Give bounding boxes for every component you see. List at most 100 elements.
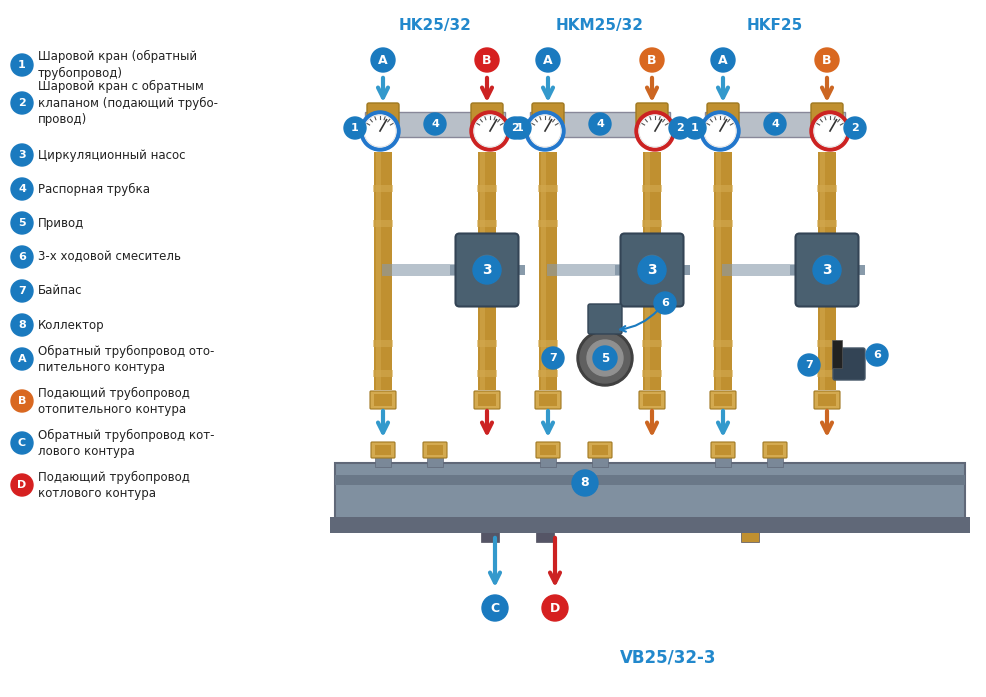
FancyBboxPatch shape	[816, 185, 836, 192]
Circle shape	[669, 117, 690, 139]
Text: Обратный трубопровод ото-
пительного контура: Обратный трубопровод ото- пительного кон…	[38, 344, 214, 374]
Text: Обратный трубопровод кот-
лового контура: Обратный трубопровод кот- лового контура	[38, 429, 214, 457]
FancyBboxPatch shape	[477, 152, 496, 390]
Text: D: D	[18, 480, 27, 490]
FancyBboxPatch shape	[614, 265, 624, 275]
FancyBboxPatch shape	[427, 445, 443, 455]
FancyBboxPatch shape	[588, 442, 611, 458]
Text: B: B	[482, 54, 491, 66]
Text: 4: 4	[431, 119, 439, 129]
Circle shape	[424, 113, 446, 135]
FancyBboxPatch shape	[706, 103, 739, 125]
Circle shape	[703, 115, 736, 147]
FancyBboxPatch shape	[539, 445, 555, 455]
Text: 4: 4	[18, 184, 26, 194]
Text: 3: 3	[482, 263, 491, 277]
FancyBboxPatch shape	[816, 340, 836, 347]
FancyBboxPatch shape	[740, 520, 758, 542]
Text: VB25/32-3: VB25/32-3	[619, 649, 716, 667]
Circle shape	[509, 117, 530, 139]
Ellipse shape	[813, 254, 838, 277]
Circle shape	[469, 111, 510, 151]
FancyBboxPatch shape	[375, 445, 390, 467]
FancyBboxPatch shape	[710, 442, 735, 458]
FancyBboxPatch shape	[334, 475, 964, 485]
FancyBboxPatch shape	[455, 233, 518, 307]
FancyBboxPatch shape	[477, 394, 496, 406]
Circle shape	[541, 595, 567, 621]
FancyBboxPatch shape	[470, 103, 503, 125]
FancyBboxPatch shape	[816, 220, 836, 227]
FancyBboxPatch shape	[539, 445, 555, 467]
FancyBboxPatch shape	[370, 391, 395, 409]
FancyBboxPatch shape	[375, 445, 390, 455]
Circle shape	[683, 117, 705, 139]
Text: 1: 1	[18, 60, 26, 70]
Circle shape	[525, 111, 564, 151]
Circle shape	[814, 48, 838, 72]
FancyBboxPatch shape	[641, 220, 662, 227]
Circle shape	[865, 344, 887, 366]
Text: 2: 2	[675, 123, 683, 133]
FancyBboxPatch shape	[704, 112, 844, 137]
FancyBboxPatch shape	[371, 442, 394, 458]
FancyBboxPatch shape	[642, 152, 661, 390]
FancyBboxPatch shape	[374, 394, 391, 406]
Text: 1: 1	[690, 123, 698, 133]
Circle shape	[577, 330, 632, 386]
Text: A: A	[718, 54, 727, 66]
Text: Распорная трубка: Распорная трубка	[38, 183, 150, 196]
FancyBboxPatch shape	[795, 233, 858, 307]
Circle shape	[638, 115, 670, 147]
FancyBboxPatch shape	[373, 220, 392, 227]
FancyBboxPatch shape	[334, 463, 964, 520]
FancyBboxPatch shape	[816, 370, 836, 377]
FancyBboxPatch shape	[813, 391, 839, 409]
FancyBboxPatch shape	[641, 185, 662, 192]
Text: Байпас: Байпас	[38, 284, 83, 298]
Text: 7: 7	[805, 360, 812, 370]
Text: 1: 1	[516, 123, 524, 133]
Circle shape	[593, 346, 616, 370]
Ellipse shape	[474, 254, 499, 277]
Text: 8: 8	[18, 320, 26, 330]
FancyBboxPatch shape	[714, 445, 731, 455]
FancyBboxPatch shape	[514, 265, 524, 275]
Circle shape	[344, 117, 366, 139]
Text: HKM25/32: HKM25/32	[555, 18, 643, 33]
FancyBboxPatch shape	[817, 152, 835, 390]
Circle shape	[637, 256, 666, 284]
FancyBboxPatch shape	[367, 103, 398, 125]
FancyBboxPatch shape	[546, 264, 653, 276]
FancyBboxPatch shape	[329, 517, 969, 533]
FancyBboxPatch shape	[476, 370, 497, 377]
FancyBboxPatch shape	[588, 304, 621, 334]
Text: 4: 4	[770, 119, 778, 129]
FancyBboxPatch shape	[709, 391, 736, 409]
FancyBboxPatch shape	[715, 152, 720, 390]
Text: 6: 6	[18, 252, 26, 262]
Text: A: A	[378, 54, 387, 66]
FancyBboxPatch shape	[365, 112, 505, 137]
FancyBboxPatch shape	[819, 152, 823, 390]
Text: 3: 3	[18, 150, 26, 160]
FancyBboxPatch shape	[473, 391, 500, 409]
Text: Циркуляционный насос: Циркуляционный насос	[38, 148, 185, 162]
Circle shape	[812, 256, 840, 284]
Circle shape	[763, 113, 785, 135]
Circle shape	[360, 111, 399, 151]
Circle shape	[11, 144, 33, 166]
Text: 6: 6	[873, 350, 880, 360]
FancyBboxPatch shape	[642, 394, 661, 406]
FancyBboxPatch shape	[713, 394, 732, 406]
Circle shape	[473, 115, 506, 147]
FancyBboxPatch shape	[817, 394, 835, 406]
Text: 2: 2	[850, 123, 858, 133]
Circle shape	[11, 246, 33, 268]
Circle shape	[371, 48, 394, 72]
FancyBboxPatch shape	[427, 445, 443, 467]
Text: HKF25: HKF25	[746, 18, 803, 33]
Text: 2: 2	[18, 98, 26, 108]
Circle shape	[504, 117, 526, 139]
Circle shape	[11, 178, 33, 200]
